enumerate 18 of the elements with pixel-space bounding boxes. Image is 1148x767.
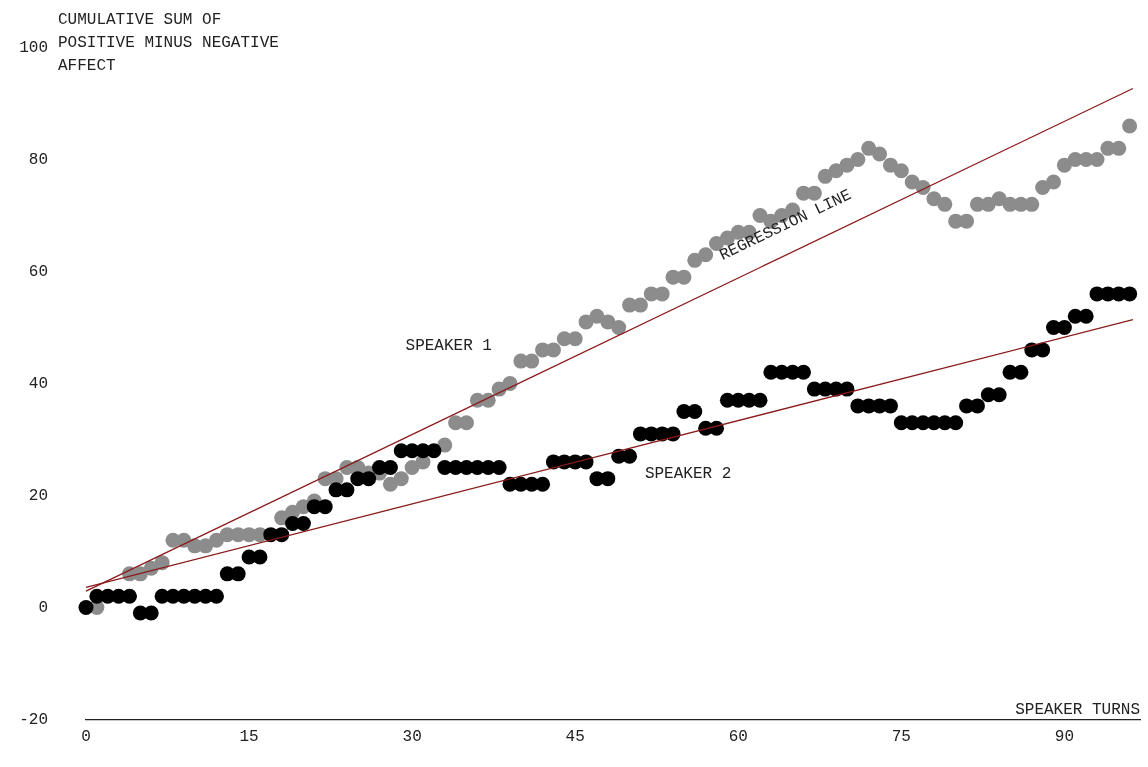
y-tick-label: -20 xyxy=(19,710,48,729)
x-axis-title: SPEAKER TURNS xyxy=(1015,701,1140,720)
y-tick-label: 40 xyxy=(28,374,48,393)
y-tick-label: 60 xyxy=(28,262,48,281)
x-tick-label: 45 xyxy=(565,728,585,747)
x-tick-label: 90 xyxy=(1054,728,1074,747)
x-tick-label: 75 xyxy=(891,728,911,747)
y-tick-label: 100 xyxy=(19,38,48,57)
y-tick-label: 0 xyxy=(38,598,48,617)
y-axis-title: CUMULATIVE SUM OF POSITIVE MINUS NEGATIVE AFFECT xyxy=(58,11,279,75)
x-tick-label: 60 xyxy=(728,728,748,747)
y-tick-label: 80 xyxy=(28,150,48,169)
series-label: SPEAKER 2 xyxy=(644,464,732,483)
series-label: SPEAKER 1 xyxy=(405,336,492,355)
x-tick-label: 15 xyxy=(239,728,259,747)
x-tick-label: 0 xyxy=(81,728,91,747)
y-tick-label: 20 xyxy=(28,486,48,505)
x-tick-label: 30 xyxy=(402,728,422,747)
